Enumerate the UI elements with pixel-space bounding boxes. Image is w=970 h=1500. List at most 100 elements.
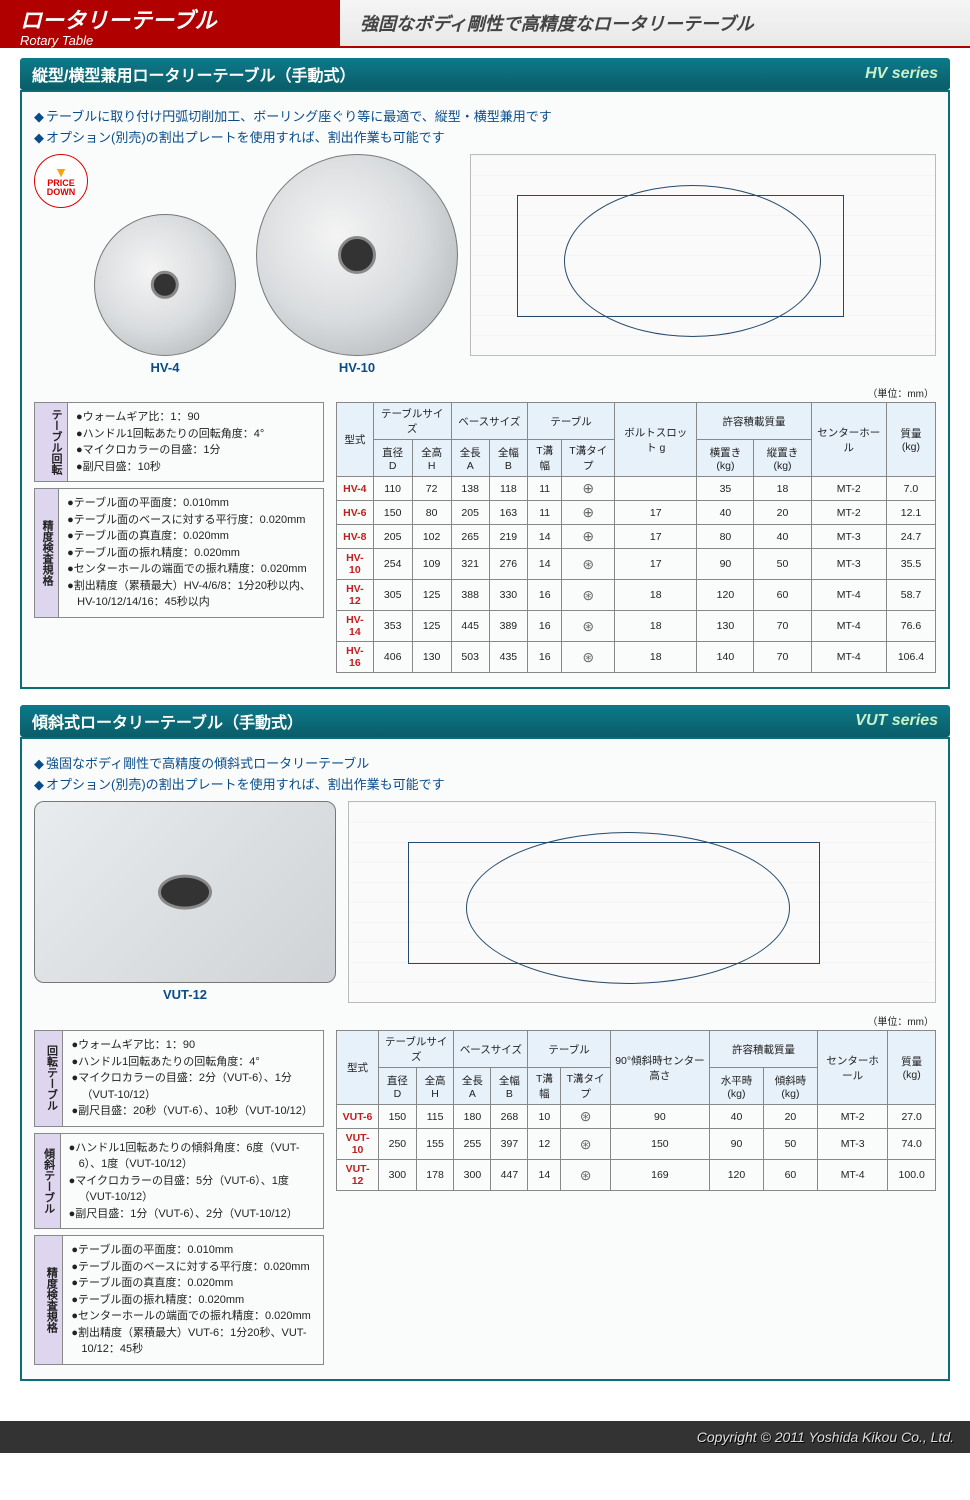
- table-cell: 110: [373, 477, 412, 501]
- vut-bullet: オプション(別売)の割出プレートを使用すれば、割出作業も可能です: [34, 774, 936, 793]
- table-cell: 125: [412, 611, 451, 642]
- spec-box: 精度検査規格テーブル面の平面度：0.010mmテーブル面のベースに対する平行度：…: [34, 1235, 324, 1365]
- table-cell: VUT-12: [337, 1160, 379, 1191]
- table-cell: MT-3: [811, 525, 886, 549]
- table-group-header: テーブルサイズ: [373, 403, 451, 440]
- table-cell: 14: [528, 549, 562, 580]
- spec-line: 割出精度（累積最大）VUT-6：1分20秒、VUT-10/12：45秒: [71, 1325, 315, 1358]
- spec-box-content: テーブル面の平面度：0.010mmテーブル面のベースに対する平行度：0.020m…: [63, 1236, 323, 1364]
- table-sub-header: 横置き (kg): [697, 440, 754, 477]
- spec-box-label: 傾斜テーブル: [35, 1134, 61, 1229]
- hv-units: （単位：mm）: [34, 385, 934, 400]
- table-sub-header: T溝タイプ: [561, 1068, 610, 1105]
- table-group-header: テーブル: [528, 403, 615, 440]
- table-cell: 70: [754, 611, 811, 642]
- table-cell: 17: [615, 501, 697, 525]
- table-cell: ⊛: [562, 549, 615, 580]
- table-cell: 16: [528, 611, 562, 642]
- hv-diagram: [470, 154, 936, 356]
- table-cell: HV-14: [337, 611, 374, 642]
- arrow-down-icon: ▼: [54, 165, 68, 179]
- table-cell: 40: [754, 525, 811, 549]
- table-cell: 435: [489, 642, 527, 673]
- table-cell: 140: [697, 642, 754, 673]
- table-cell: 255: [454, 1129, 491, 1160]
- table-cell: 109: [412, 549, 451, 580]
- spec-line: 副尺目盛：10秒: [76, 459, 264, 476]
- table-sub-header: 傾斜時 (kg): [763, 1068, 817, 1105]
- table-cell: 300: [379, 1160, 417, 1191]
- table-group-header: 90°傾斜時センター高さ: [610, 1031, 709, 1105]
- table-cell: 16: [528, 642, 562, 673]
- hv-product-area: ▼ PRICE DOWN HV-4 HV-10: [34, 154, 936, 375]
- table-cell: 102: [412, 525, 451, 549]
- hv-data-table: 型式テーブルサイズベースサイズテーブルボルトスロット g許容積載質量センターホー…: [336, 402, 936, 673]
- table-cell: MT-2: [817, 1105, 887, 1129]
- table-group-header: センターホール: [817, 1031, 887, 1105]
- table-cell: ⊕: [562, 501, 615, 525]
- spec-line: ハンドル1回転あたりの回転角度：4°: [71, 1054, 315, 1071]
- hv4-label: HV-4: [151, 360, 180, 375]
- table-cell: ⊛: [561, 1160, 610, 1191]
- table-cell: 90: [610, 1105, 709, 1129]
- table-group-header: テーブル: [528, 1031, 610, 1068]
- table-cell: 40: [697, 501, 754, 525]
- price-badge-l2: DOWN: [47, 188, 76, 197]
- table-cell: 18: [615, 642, 697, 673]
- table-cell: 16: [528, 580, 562, 611]
- table-sub-header: 全長 A: [451, 440, 489, 477]
- table-cell: ⊛: [562, 642, 615, 673]
- table-cell: MT-4: [811, 580, 886, 611]
- table-cell: 250: [379, 1129, 417, 1160]
- table-cell: 150: [373, 501, 412, 525]
- header-title-block: ロータリーテーブル Rotary Table: [0, 0, 340, 46]
- table-row: VUT-615011518026810⊛904020MT-227.0: [337, 1105, 936, 1129]
- spec-line: マイクロカラーの目盛：2分（VUT-6）、1分（VUT-10/12）: [71, 1070, 315, 1103]
- table-row: HV-41107213811811⊕3518MT-27.0: [337, 477, 936, 501]
- table-cell: 397: [491, 1129, 528, 1160]
- table-group-header: ベースサイズ: [454, 1031, 528, 1068]
- header-tagline: 強固なボディ剛性で高精度なロータリーテーブル: [340, 0, 970, 46]
- header-title-jp: ロータリーテーブル: [20, 3, 320, 35]
- vut-diagram: [348, 801, 936, 1003]
- hv-section-title: 縦型/横型兼用ロータリーテーブル（手動式） HV series: [20, 58, 950, 90]
- vut12-label: VUT-12: [163, 987, 207, 1002]
- table-cell: 100.0: [888, 1160, 936, 1191]
- spec-line: ウォームギア比：1：90: [76, 409, 264, 426]
- spec-line: 副尺目盛：20秒（VUT-6）、10秒（VUT-10/12）: [71, 1103, 315, 1120]
- table-cell: 7.0: [886, 477, 935, 501]
- table-cell: 27.0: [888, 1105, 936, 1129]
- table-cell: 388: [451, 580, 489, 611]
- table-cell: 58.7: [886, 580, 935, 611]
- table-cell: 205: [451, 501, 489, 525]
- spec-line: テーブル面の振れ精度：0.020mm: [71, 1292, 315, 1309]
- table-cell: HV-10: [337, 549, 374, 580]
- table-cell: 50: [763, 1129, 817, 1160]
- table-cell: 12.1: [886, 501, 935, 525]
- table-cell: 11: [528, 477, 562, 501]
- table-cell: 70: [754, 642, 811, 673]
- table-cell: ⊕: [562, 525, 615, 549]
- table-cell: 17: [615, 549, 697, 580]
- table-cell: VUT-10: [337, 1129, 379, 1160]
- vut-product-area: VUT-12: [34, 801, 936, 1003]
- spec-line: テーブル面のベースに対する平行度：0.020mm: [67, 512, 315, 529]
- table-cell: 445: [451, 611, 489, 642]
- spec-box: テーブル回転ウォームギア比：1：90ハンドル1回転あたりの回転角度：4°マイクロ…: [34, 402, 324, 482]
- table-cell: MT-3: [817, 1129, 887, 1160]
- table-cell: MT-2: [811, 501, 886, 525]
- table-cell: 389: [489, 611, 527, 642]
- price-down-badge: ▼ PRICE DOWN: [34, 154, 88, 208]
- table-group-header: 許容積載質量: [697, 403, 811, 440]
- table-cell: MT-4: [811, 611, 886, 642]
- table-cell: 180: [454, 1105, 491, 1129]
- spec-box-content: テーブル面の平面度：0.010mmテーブル面のベースに対する平行度：0.020m…: [59, 489, 323, 617]
- hv-title-text: 縦型/横型兼用ロータリーテーブル（手動式）: [32, 62, 356, 86]
- hv-bullets: テーブルに取り付け円弧切削加工、ボーリング座ぐり等に最適で、縦型・横型兼用です …: [34, 106, 936, 146]
- hv-spec-boxes: テーブル回転ウォームギア比：1：90ハンドル1回転あたりの回転角度：4°マイクロ…: [34, 402, 324, 618]
- table-cell: 330: [489, 580, 527, 611]
- table-group-header: 質量 (kg): [888, 1031, 936, 1105]
- table-cell: 305: [373, 580, 412, 611]
- table-cell: 120: [709, 1160, 763, 1191]
- table-cell: 169: [610, 1160, 709, 1191]
